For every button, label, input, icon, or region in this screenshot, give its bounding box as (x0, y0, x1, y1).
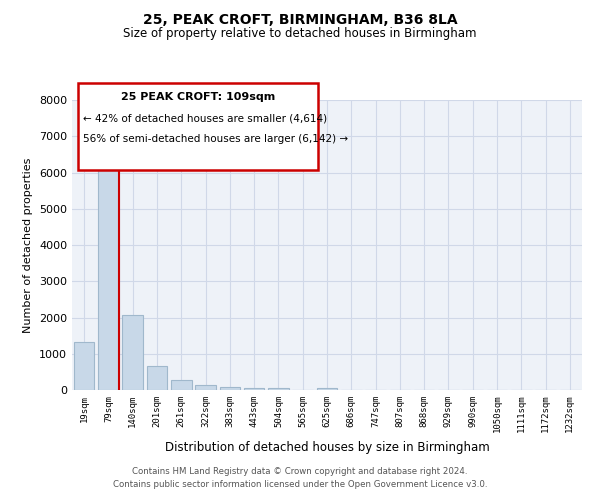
Bar (122, 316, 143, 390)
Y-axis label: Number of detached properties: Number of detached properties (23, 158, 34, 332)
Bar (195, 385, 216, 390)
Bar (268, 388, 289, 390)
Text: 56% of semi-detached houses are larger (6,142) →: 56% of semi-detached houses are larger (… (83, 134, 348, 144)
Bar (98, 155, 119, 390)
Bar (244, 388, 265, 390)
Text: Contains public sector information licensed under the Open Government Licence v3: Contains public sector information licen… (113, 480, 487, 489)
Bar (171, 380, 191, 390)
X-axis label: Distribution of detached houses by size in Birmingham: Distribution of detached houses by size … (164, 441, 490, 454)
Text: 25 PEAK CROFT: 109sqm: 25 PEAK CROFT: 109sqm (121, 92, 275, 102)
Bar (74, 342, 94, 390)
Bar (220, 386, 240, 390)
Bar (317, 388, 337, 390)
Text: Contains HM Land Registry data © Crown copyright and database right 2024.: Contains HM Land Registry data © Crown c… (132, 467, 468, 476)
Text: ← 42% of detached houses are smaller (4,614): ← 42% of detached houses are smaller (4,… (83, 114, 327, 124)
Text: Size of property relative to detached houses in Birmingham: Size of property relative to detached ho… (123, 28, 477, 40)
Text: 25, PEAK CROFT, BIRMINGHAM, B36 8LA: 25, PEAK CROFT, BIRMINGHAM, B36 8LA (143, 12, 457, 26)
Bar (146, 366, 167, 390)
